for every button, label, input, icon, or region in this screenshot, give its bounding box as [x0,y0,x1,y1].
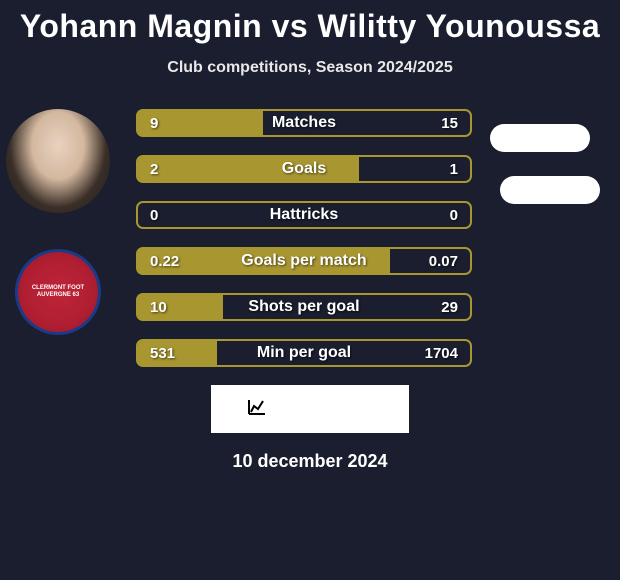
stat-value-right: 0.07 [370,253,470,270]
comparison-pill [490,124,590,152]
footer-date: 10 december 2024 [0,451,620,472]
stat-value-left: 531 [138,345,238,362]
stat-row: 0.22Goals per match0.07 [136,247,472,275]
club-badge-text: CLERMONT FOOT AUVERGNE 63 [18,285,98,298]
comparison-pill [500,176,600,204]
stat-value-right: 1704 [370,345,470,362]
page-subtitle: Club competitions, Season 2024/2025 [0,59,620,77]
stat-label: Hattricks [238,206,371,224]
stat-label: Matches [238,114,371,132]
stat-value-left: 0.22 [138,253,238,270]
stat-row: 10Shots per goal29 [136,293,472,321]
stat-row: 2Goals1 [136,155,472,183]
stat-value-left: 9 [138,115,238,132]
stat-value-right: 15 [370,115,470,132]
stat-value-left: 10 [138,299,238,316]
stats-table: 9Matches152Goals10Hattricks00.22Goals pe… [136,109,472,367]
stat-value-left: 2 [138,161,238,178]
player-left-club-badge: CLERMONT FOOT AUVERGNE 63 [15,249,101,335]
page-title: Yohann Magnin vs Wilitty Younoussa [0,0,620,45]
avatars-column: CLERMONT FOOT AUVERGNE 63 [6,109,110,335]
stat-value-right: 1 [370,161,470,178]
stat-label: Goals per match [238,252,371,270]
stat-row: 0Hattricks0 [136,201,472,229]
stat-value-right: 0 [370,207,470,224]
stat-label: Shots per goal [238,298,371,316]
stat-value-right: 29 [370,299,470,316]
brand-badge[interactable]: FcTables.com [211,385,409,433]
brand-text: FcTables.com [272,400,372,418]
chart-icon [248,399,266,420]
stat-label: Goals [238,160,371,178]
stat-label: Min per goal [238,344,371,362]
player-left-avatar [6,109,110,213]
stat-row: 531Min per goal1704 [136,339,472,367]
stat-row: 9Matches15 [136,109,472,137]
stat-value-left: 0 [138,207,238,224]
